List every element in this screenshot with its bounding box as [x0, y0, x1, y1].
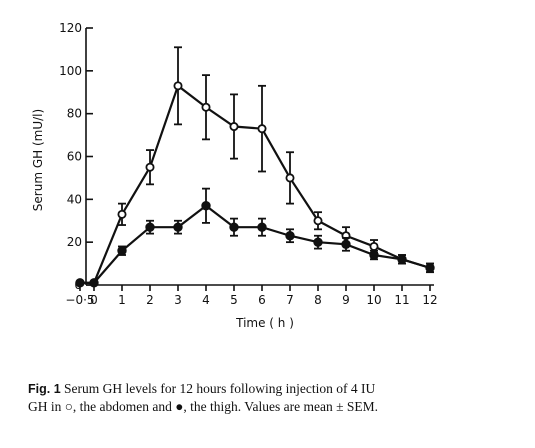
open-circle-point: [229, 122, 239, 132]
filled-circle-point: [173, 222, 183, 232]
x-tick-label: 8: [314, 293, 322, 307]
filled-circle-point: [117, 246, 127, 256]
series-1: [75, 46, 435, 288]
x-tick-label: 1: [118, 293, 126, 307]
x-tick-label: 5: [230, 293, 238, 307]
filled-circle-point: [229, 222, 239, 232]
x-tick-label: −0·5: [65, 293, 94, 307]
filled-circle-point: [257, 222, 267, 232]
x-tick-label: 12: [422, 293, 437, 307]
open-circle-point: [117, 209, 127, 219]
filled-circle-point: [341, 239, 351, 250]
x-tick-label: 2: [146, 293, 154, 307]
filled-circle-point: [313, 237, 323, 247]
open-circle-point: [257, 124, 267, 134]
y-tick-label: 40: [67, 192, 82, 206]
x-tick-label: 6: [258, 293, 266, 307]
filled-circle-point: [425, 263, 435, 273]
open-circle-point: [201, 102, 211, 112]
caption-line-1: Serum GH levels for 12 hours following i…: [60, 381, 376, 396]
x-tick-label: 11: [394, 293, 409, 307]
x-tick-label: 7: [286, 293, 294, 307]
filled-circle-point: [201, 201, 211, 211]
open-circle-point: [369, 241, 379, 251]
x-tick-label: 10: [366, 293, 381, 307]
y-tick-label: 80: [67, 107, 82, 121]
y-tick-label: 20: [67, 235, 82, 249]
figure-caption: Fig. 1 Serum GH levels for 12 hours foll…: [28, 380, 508, 416]
y-tick-label: 100: [59, 64, 82, 78]
y-tick-label: 120: [59, 21, 82, 35]
filled-circle-point: [75, 278, 85, 288]
caption-line-2: GH in ○, the abdomen and ●, the thigh. V…: [28, 399, 379, 414]
x-tick-label: 4: [202, 293, 210, 307]
x-tick-label: 0: [90, 293, 98, 307]
filled-circle-point: [145, 222, 155, 232]
filled-circle-point: [89, 278, 99, 288]
x-tick-label: 3: [174, 293, 182, 307]
y-axis-label: Serum GH (mU/l): [31, 109, 45, 211]
open-circle-point: [173, 81, 183, 91]
open-circle-point: [313, 216, 323, 226]
filled-circle-point: [285, 231, 295, 241]
y-tick-label: 60: [67, 150, 82, 164]
x-axis-ticks: −0·50 1 2 3 4 5 6 7 8 9 10 11 12: [65, 285, 438, 307]
series-layer: [75, 46, 435, 288]
filled-circle-point: [369, 250, 379, 260]
open-circle-point: [285, 173, 295, 183]
series-line: [80, 204, 431, 284]
axes: [85, 28, 434, 286]
y-axis-ticks: 020406080100120: [59, 21, 93, 292]
x-axis-label: Time ( h ): [235, 316, 294, 330]
series-2: [75, 187, 435, 288]
figure-label: Fig. 1: [28, 382, 61, 396]
x-tick-label: 9: [342, 293, 350, 307]
open-circle-point: [145, 162, 155, 172]
series-line: [80, 84, 431, 284]
filled-circle-point: [397, 254, 407, 264]
